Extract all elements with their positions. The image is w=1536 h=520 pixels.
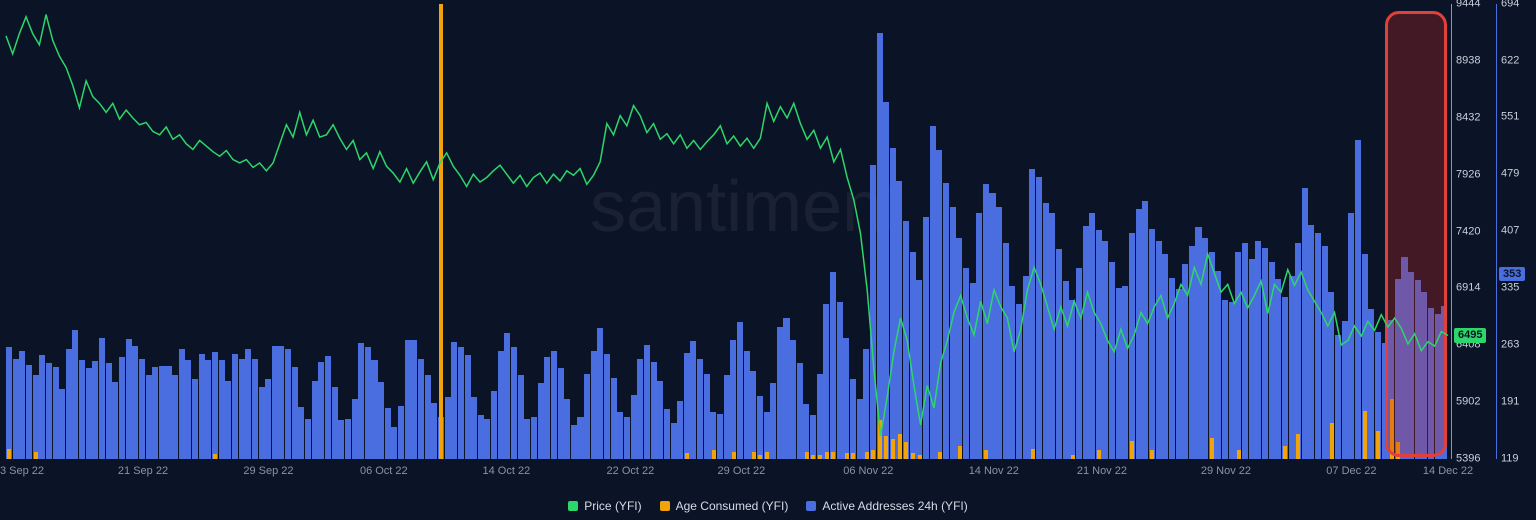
x-axis: 13 Sep 2221 Sep 2229 Sep 2206 Oct 2214 O…: [6, 4, 1448, 459]
x-tick: 13 Sep 22: [0, 465, 44, 477]
x-tick: 06 Oct 22: [360, 465, 408, 477]
x-tick: 22 Oct 22: [607, 465, 655, 477]
y-tick: 8432: [1452, 112, 1480, 123]
y-tick: 5902: [1452, 397, 1480, 408]
legend-swatch: [660, 501, 670, 511]
y-tick: 479: [1497, 169, 1519, 180]
y-tick: 9444: [1452, 0, 1480, 10]
y-axis-price: 9444893884327926742069146408590253966495: [1451, 4, 1489, 459]
legend-swatch: [568, 501, 578, 511]
y-tick: 7420: [1452, 226, 1480, 237]
y-tick: 407: [1497, 226, 1519, 237]
y-tick: 551: [1497, 112, 1519, 123]
x-tick: 29 Nov 22: [1201, 465, 1251, 477]
y-tick: 622: [1497, 55, 1519, 66]
legend-swatch: [806, 501, 816, 511]
y-axis-addresses: 694622551479407335263191119353: [1496, 4, 1530, 459]
y-tick: 694: [1497, 0, 1519, 10]
chart-root: santiment 13 Sep 2221 Sep 2229 Sep 2206 …: [0, 0, 1536, 520]
y-tick: 5396: [1452, 454, 1480, 465]
x-tick: 29 Sep 22: [243, 465, 293, 477]
legend: Price (YFI) Age Consumed (YFI) Active Addr…: [0, 499, 1536, 513]
y-tick: 7926: [1452, 169, 1480, 180]
legend-item[interactable]: Age Consumed (YFI): [660, 499, 789, 513]
y-tick: 6914: [1452, 283, 1480, 294]
x-tick: 14 Nov 22: [969, 465, 1019, 477]
legend-item[interactable]: Price (YFI): [568, 499, 641, 513]
x-tick: 07 Dec 22: [1326, 465, 1376, 477]
legend-label: Active Addresses 24h (YFI): [822, 499, 967, 513]
x-tick: 21 Nov 22: [1077, 465, 1127, 477]
x-tick: 29 Oct 22: [718, 465, 766, 477]
y-tick: 263: [1497, 340, 1519, 351]
legend-item[interactable]: Active Addresses 24h (YFI): [806, 499, 967, 513]
y-current-badge: 353: [1499, 267, 1525, 281]
y-tick: 119: [1497, 454, 1519, 465]
y-tick: 335: [1497, 283, 1519, 294]
y-tick: 191: [1497, 397, 1519, 408]
x-tick: 21 Sep 22: [118, 465, 168, 477]
x-tick: 06 Nov 22: [843, 465, 893, 477]
x-tick: 14 Oct 22: [483, 465, 531, 477]
legend-label: Age Consumed (YFI): [676, 499, 789, 513]
plot-area[interactable]: santiment 13 Sep 2221 Sep 2229 Sep 2206 …: [6, 4, 1448, 459]
x-tick: 14 Dec 22: [1423, 465, 1473, 477]
y-current-badge: 6495: [1454, 328, 1486, 342]
y-tick: 8938: [1452, 55, 1480, 66]
legend-label: Price (YFI): [584, 499, 641, 513]
